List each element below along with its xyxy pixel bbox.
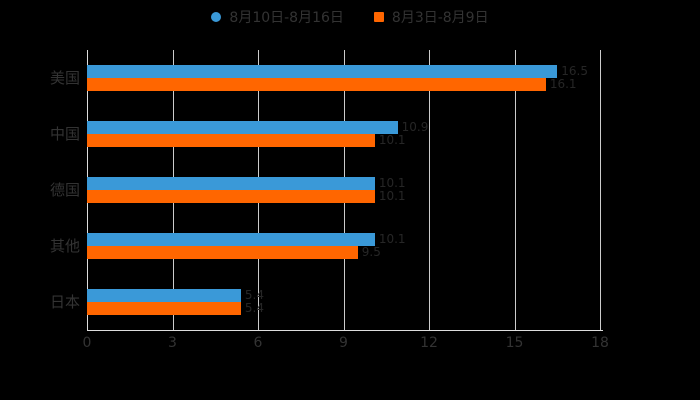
category-label-2: 德国 xyxy=(49,181,80,199)
value-label-series0-中国: 10.9 xyxy=(401,120,429,134)
legend-marker-circle-icon xyxy=(211,12,222,22)
y-axis-category-labels: 美国中国德国其他日本 xyxy=(0,50,80,330)
gridline-x-18 xyxy=(600,50,601,330)
legend-marker-square-icon xyxy=(373,12,384,22)
x-tick-label-3: 3 xyxy=(168,335,177,351)
x-axis-line xyxy=(87,330,603,331)
legend-item-week2[interactable]: 8月10日-8月16日 xyxy=(211,7,344,27)
bar-series0-德国 xyxy=(87,177,375,190)
gridline-x-12 xyxy=(429,50,430,330)
x-tick-label-0: 0 xyxy=(82,335,92,351)
legend-label-week2: 8月10日-8月16日 xyxy=(229,10,344,26)
bar-series1-日本 xyxy=(87,302,241,315)
bar-series0-日本 xyxy=(87,289,241,302)
bar-series0-中国 xyxy=(87,121,398,134)
bar-series1-德国 xyxy=(87,190,375,203)
value-label-series1-中国: 10.1 xyxy=(378,133,406,147)
x-axis-tick-labels: 0 3 6 9 12 15 18 xyxy=(83,335,609,353)
value-label-series0-其他: 10.1 xyxy=(378,232,406,246)
category-label-1: 中国 xyxy=(49,125,80,143)
x-tick-label-9: 9 xyxy=(339,335,348,351)
bar-series1-其他 xyxy=(87,246,358,259)
value-label-series1-德国: 10.1 xyxy=(378,189,406,203)
legend-item-week1[interactable]: 8月3日-8月9日 xyxy=(373,7,489,27)
bar-series1-中国 xyxy=(87,134,375,147)
value-label-series1-其他: 9.5 xyxy=(361,245,381,259)
value-label-series0-德国: 10.1 xyxy=(378,176,406,190)
category-label-4: 日本 xyxy=(49,293,80,311)
value-label-series1-美国: 16.1 xyxy=(549,77,577,91)
bar-series0-其他 xyxy=(87,233,375,246)
gridline-x-15 xyxy=(514,50,516,330)
x-tick-label-18: 18 xyxy=(591,335,609,351)
category-label-3: 其他 xyxy=(49,237,80,255)
plot-area: 16.5 16.1 10.9 10.1 10.1 10.1 10.1 9.5 5.4 5.4 xyxy=(87,50,601,330)
x-tick-label-15: 15 xyxy=(505,335,524,351)
legend: 8月10日-8月16日 8月3日-8月9日 xyxy=(0,7,700,27)
value-label-series0-日本: 5.4 xyxy=(244,288,264,302)
category-label-0: 美国 xyxy=(49,69,80,87)
x-tick-label-12: 12 xyxy=(420,335,438,351)
value-label-series1-日本: 5.4 xyxy=(244,301,264,315)
bar-series1-美国 xyxy=(87,78,546,91)
legend-label-week1: 8月3日-8月9日 xyxy=(391,10,489,26)
bar-series0-美国 xyxy=(87,65,558,78)
value-label-series0-美国: 16.5 xyxy=(561,64,588,78)
x-tick-label-6: 6 xyxy=(253,335,263,351)
